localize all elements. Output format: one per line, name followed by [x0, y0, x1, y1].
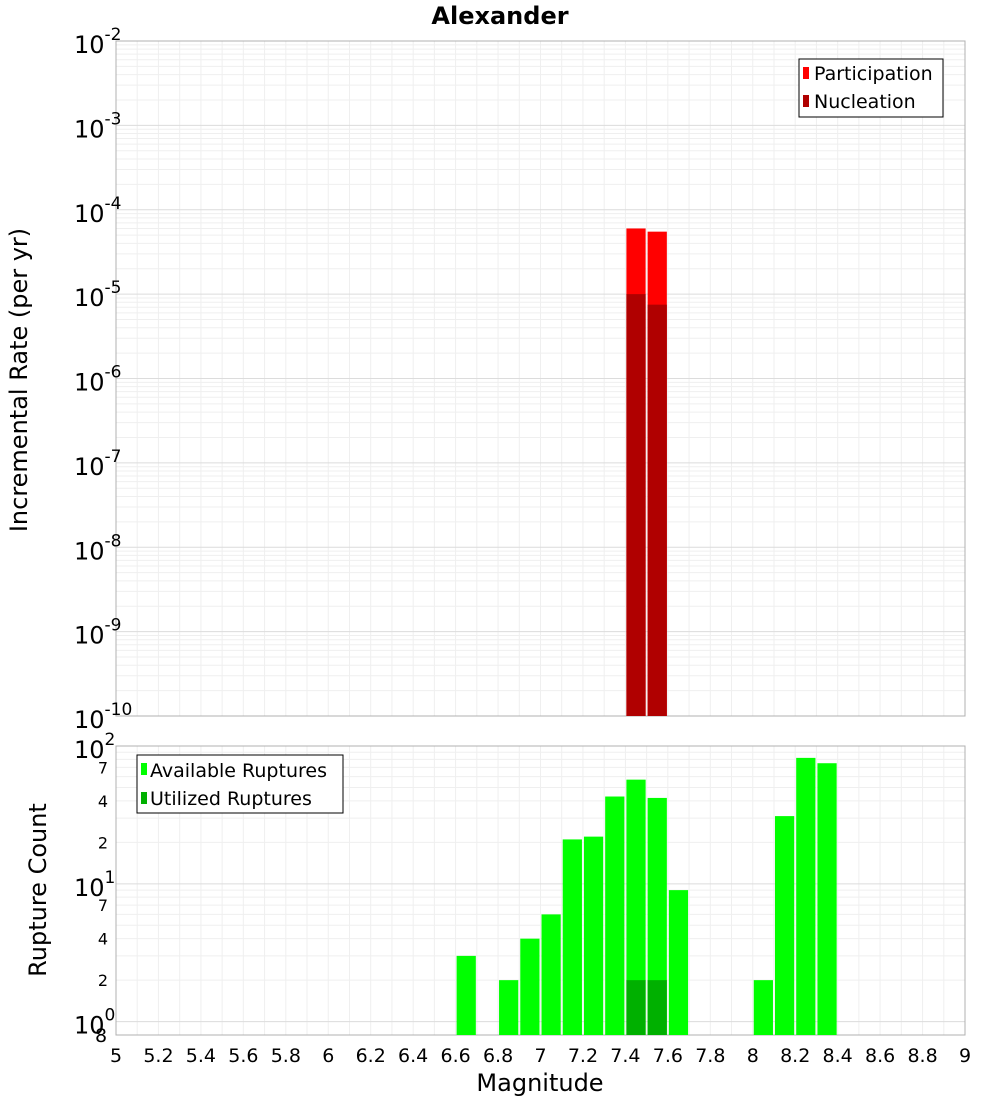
utilized-ruptures-bar: [626, 980, 646, 1035]
y-tick-label: 10-5: [74, 278, 122, 312]
x-tick-label: 8.8: [907, 1045, 937, 1067]
y-tick-exponent: -2: [105, 25, 122, 45]
legend-swatch-nucleation: [803, 95, 809, 107]
y-tick-exponent: 1: [105, 868, 116, 888]
y-tick-exponent: -8: [105, 531, 122, 551]
y-tick-exponent: 0: [105, 1006, 116, 1026]
top-y-axis-label: Incremental Rate (per yr): [5, 228, 33, 532]
x-tick-label: 8.2: [780, 1045, 810, 1067]
legend-swatch-participation: [803, 67, 809, 79]
legend-label-participation: Participation: [814, 63, 933, 85]
y-tick-exponent: -7: [105, 447, 122, 467]
y-tick-exponent: -6: [105, 363, 122, 383]
y-tick-exponent: -4: [105, 194, 122, 214]
x-tick-label: 5.6: [228, 1045, 258, 1067]
legend-label-nucleation: Nucleation: [814, 91, 916, 113]
y-minor-tick-label: 7: [98, 758, 108, 777]
available-ruptures-bar: [456, 955, 476, 1035]
x-tick-label: 7.4: [610, 1045, 640, 1067]
x-tick-label: 8.6: [865, 1045, 895, 1067]
x-tick-label: 7.8: [695, 1045, 725, 1067]
legend-swatch-available: [141, 763, 147, 775]
y-tick-label: 10-2: [74, 25, 122, 59]
top-legend-box: [798, 58, 944, 118]
x-tick-label: 6.8: [483, 1045, 513, 1067]
bottom-plot-x-ticks: 5 5.2 5.4 5.6 5.8 6 6.2 6.4 6.6 6.8 7 7.2 7.4 7.6 7.8 8…: [110, 1045, 971, 1067]
bottom-y-axis-label: Rupture Count: [24, 803, 52, 977]
available-ruptures-bar: [668, 890, 689, 1035]
available-ruptures-bar: [499, 980, 519, 1035]
x-tick-label: 7.2: [568, 1045, 598, 1067]
y-minor-tick-label: 7: [98, 896, 108, 915]
x-tick-label: 9: [959, 1045, 971, 1067]
top-plot-grid: [116, 41, 966, 716]
y-tick-exponent: -5: [105, 278, 122, 298]
utilized-ruptures-bar: [647, 980, 667, 1035]
available-ruptures-bar: [605, 796, 625, 1035]
x-tick-label: 8.4: [823, 1045, 853, 1067]
x-tick-label: 6: [322, 1045, 334, 1067]
available-ruptures-bar: [583, 836, 604, 1035]
legend-swatch-utilized: [141, 792, 147, 804]
y-tick-exponent: -3: [105, 109, 122, 129]
x-tick-label: 8: [747, 1045, 759, 1067]
y-tick-label: 10-3: [74, 109, 122, 143]
top-plot-bars: [626, 228, 667, 716]
nucleation-bar: [647, 304, 667, 716]
available-ruptures-bar: [817, 763, 837, 1035]
x-axis-label: Magnitude: [476, 1069, 603, 1097]
bottom-legend-box: [136, 754, 344, 814]
x-tick-label: 5.8: [271, 1045, 301, 1067]
y-tick-label: 10-7: [74, 447, 122, 481]
available-ruptures-bar: [796, 757, 816, 1035]
available-ruptures-bar: [626, 779, 646, 1035]
x-tick-label: 7: [534, 1045, 546, 1067]
y-tick-exponent: 2: [105, 730, 116, 750]
x-tick-label: 5: [110, 1045, 122, 1067]
available-ruptures-bar: [753, 980, 773, 1035]
y-tick-exponent: -10: [105, 700, 133, 720]
y-minor-tick-label: 2: [98, 971, 108, 990]
y-tick-label: 10-6: [74, 363, 122, 397]
y-minor-tick-label: 4: [98, 792, 108, 811]
x-tick-label: 5.2: [143, 1045, 173, 1067]
x-tick-label: 7.6: [653, 1045, 683, 1067]
y-major-tick-label: 102: [74, 730, 115, 764]
available-ruptures-bar: [541, 914, 561, 1035]
x-tick-label: 6.6: [440, 1045, 470, 1067]
y-minor-tick-label: 2: [98, 833, 108, 852]
legend-label-utilized: Utilized Ruptures: [150, 788, 312, 810]
y-tick-label: 10-10: [74, 700, 132, 734]
available-ruptures-bar: [647, 797, 667, 1035]
legend-label-available: Available Ruptures: [150, 760, 327, 782]
y-minor-tick-label: 8: [95, 1025, 107, 1047]
y-tick-exponent: -9: [105, 616, 122, 636]
top-plot-frame: [115, 40, 966, 717]
x-tick-label: 5.4: [186, 1045, 216, 1067]
chart-title: Alexander: [431, 2, 568, 30]
x-tick-label: 6.2: [356, 1045, 386, 1067]
available-ruptures-bar: [520, 938, 540, 1035]
top-plot-y-ticks: 10-10 10-9 10-8 10-7 10-6 10-5 10-4 10-3 10-2: [74, 25, 132, 734]
y-tick-label: 10-8: [74, 531, 122, 565]
top-legend: Participation Nucleation: [798, 58, 944, 118]
available-ruptures-bar: [562, 839, 582, 1035]
bottom-plot-frame: [115, 745, 966, 1036]
y-tick-label: 10-4: [74, 194, 122, 228]
bottom-plot-bars: [456, 757, 837, 1035]
x-tick-label: 6.4: [398, 1045, 428, 1067]
bottom-legend: Available Ruptures Utilized Ruptures: [136, 754, 344, 814]
y-major-tick-label: 101: [74, 868, 115, 902]
available-ruptures-bar: [774, 816, 795, 1035]
y-tick-label: 10-9: [74, 616, 122, 650]
nucleation-bar: [626, 294, 646, 716]
y-minor-tick-label: 4: [98, 930, 108, 949]
